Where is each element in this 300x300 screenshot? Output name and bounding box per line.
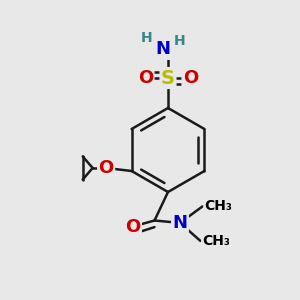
Text: CH₃: CH₃ bbox=[204, 200, 232, 213]
Text: O: O bbox=[183, 69, 198, 87]
Text: N: N bbox=[155, 40, 170, 58]
Text: H: H bbox=[173, 34, 185, 48]
Text: H: H bbox=[140, 31, 152, 45]
Text: CH₃: CH₃ bbox=[202, 234, 230, 248]
Text: O: O bbox=[138, 69, 153, 87]
Text: O: O bbox=[98, 159, 114, 177]
Text: N: N bbox=[172, 214, 188, 232]
Text: S: S bbox=[161, 68, 175, 88]
Text: O: O bbox=[125, 218, 140, 236]
